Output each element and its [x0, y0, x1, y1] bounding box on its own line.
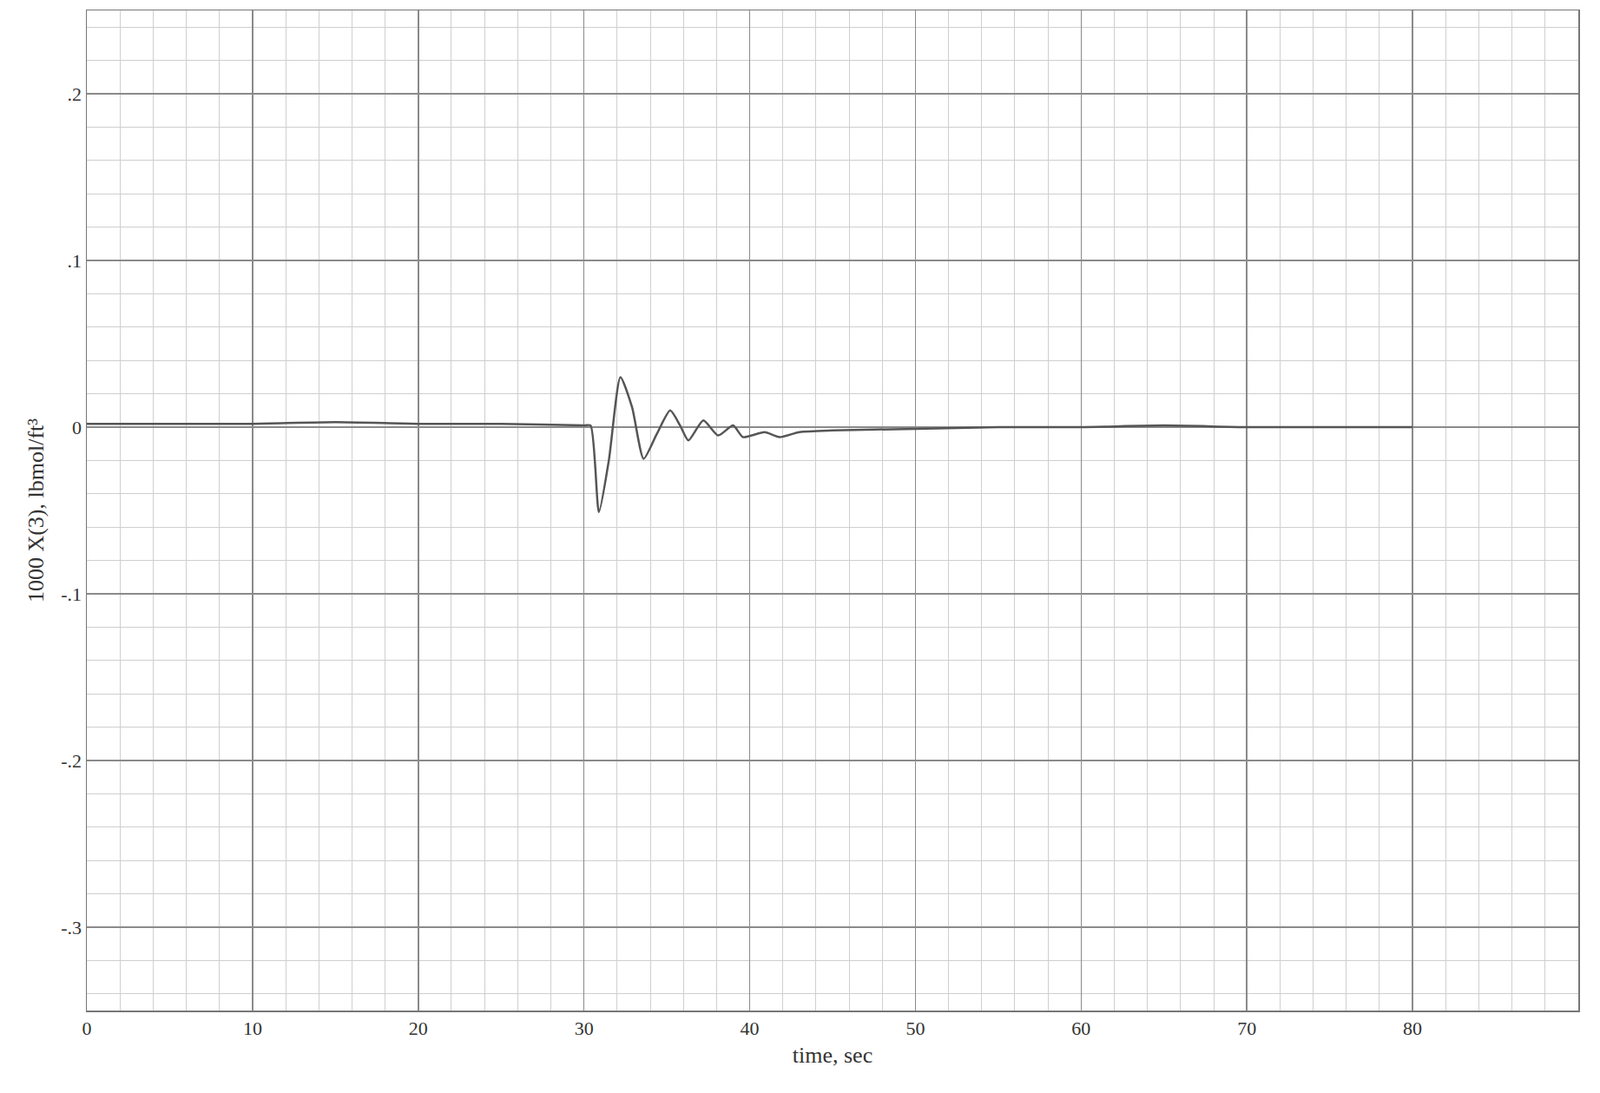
svg-text:0: 0: [82, 1017, 93, 1040]
svg-text:1000 X(3), lbmol/ft³: 1000 X(3), lbmol/ft³: [23, 418, 49, 603]
svg-text:20: 20: [408, 1017, 428, 1040]
svg-text:30: 30: [574, 1017, 594, 1040]
svg-text:70: 70: [1237, 1017, 1257, 1040]
svg-text:.2: .2: [67, 83, 83, 106]
svg-text:40: 40: [740, 1017, 760, 1040]
svg-text:10: 10: [243, 1017, 263, 1040]
svg-text:time, sec: time, sec: [792, 1042, 873, 1068]
svg-text:-.1: -.1: [60, 583, 82, 606]
svg-text:60: 60: [1071, 1017, 1091, 1040]
svg-text:0: 0: [72, 416, 82, 439]
svg-text:.1: .1: [67, 250, 83, 272]
svg-text:-.3: -.3: [60, 916, 82, 939]
svg-text:50: 50: [905, 1017, 925, 1040]
svg-text:80: 80: [1402, 1017, 1423, 1040]
svg-text:-.2: -.2: [60, 750, 82, 772]
